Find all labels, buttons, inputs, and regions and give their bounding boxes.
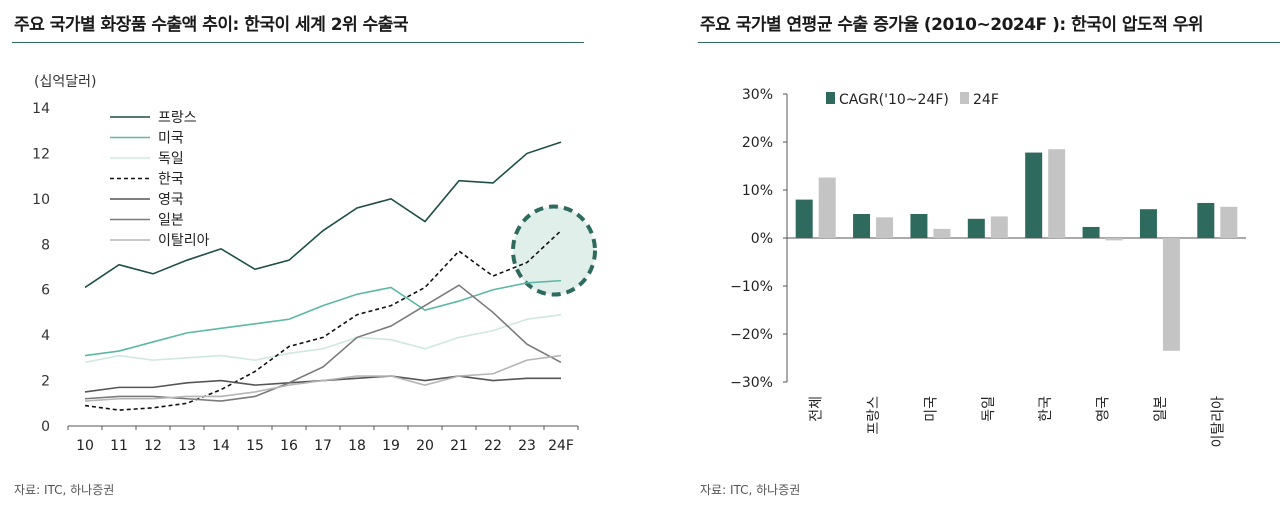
series-line-일본 <box>84 284 562 402</box>
x-category-label: 이탈리아 <box>1210 396 1226 448</box>
x-tick-label: 21 <box>450 438 468 454</box>
line-chart-panel: 주요 국가별 화장품 수출액 추이: 한국이 세계 2위 수출국 (십억달러) 0… <box>0 0 600 511</box>
x-tick-label: 11 <box>110 438 128 454</box>
bar-chart-title-rule <box>698 42 1280 43</box>
bar-미국-CAGR('10~24F) <box>910 214 928 238</box>
bar-영국-24F <box>1105 238 1123 241</box>
bar-chart-source: 자료: ITC, 하나증권 <box>700 483 801 497</box>
x-category-label: 미국 <box>923 396 939 422</box>
bar-chart-panel: 주요 국가별 연평균 수출 증가율 (2010~2024F ): 한국이 압도적… <box>690 0 1280 511</box>
bar-chart-title: 주요 국가별 연평균 수출 증가율 (2010~2024F ): 한국이 압도적… <box>700 15 1204 35</box>
y-tick-label: 6 <box>41 283 50 299</box>
x-tick-label: 12 <box>144 438 162 454</box>
y-tick-label: 2 <box>41 374 50 390</box>
legend-label: 한국 <box>158 172 184 188</box>
x-tick-label: 18 <box>348 438 366 454</box>
legend-label: 일본 <box>158 213 184 229</box>
legend-label: CAGR('10~24F) <box>839 92 949 108</box>
x-tick-label: 15 <box>246 438 264 454</box>
line-chart-title: 주요 국가별 화장품 수출액 추이: 한국이 세계 2위 수출국 <box>14 15 409 35</box>
bar-독일-CAGR('10~24F) <box>967 218 985 238</box>
x-category-label: 프랑스 <box>866 396 882 435</box>
y-tick-label: 10% <box>742 183 773 199</box>
legend-label: 독일 <box>158 151 184 167</box>
series-line-프랑스 <box>84 141 562 289</box>
legend-swatch <box>826 92 835 104</box>
x-tick-label: 22 <box>484 438 502 454</box>
x-tick-label: 14 <box>212 438 230 454</box>
bar-한국-CAGR('10~24F) <box>1025 152 1043 238</box>
bar-전체-CAGR('10~24F) <box>795 199 813 238</box>
y-tick-label: −10% <box>730 279 773 295</box>
bar-미국-24F <box>933 228 951 238</box>
x-tick-label: 17 <box>314 438 332 454</box>
bar-chart-svg: 30% 20% 10% 0% −10% −20% −30% 전체 프랑스 미국 독일 한국 영국 일본 이탈… <box>730 87 1246 448</box>
bar-일본-CAGR('10~24F) <box>1139 209 1157 238</box>
y-tick-label: −20% <box>730 327 773 343</box>
x-category-label: 한국 <box>1038 396 1054 422</box>
line-chart-source: 자료: ITC, 하나증권 <box>14 483 115 497</box>
series-line-한국 <box>84 230 562 411</box>
x-category-label: 일본 <box>1153 396 1169 422</box>
legend-label: 영국 <box>158 192 184 208</box>
y-tick-label: 20% <box>742 135 773 151</box>
bar-일본-24F <box>1162 238 1180 351</box>
line-chart-svg: (십억달러) 0 2 4 6 8 10 12 14 10 11 12 13 14 15 16 17 18 19 20 2… <box>32 74 597 454</box>
x-tick-label: 13 <box>178 438 196 454</box>
series-line-이탈리아 <box>84 354 562 402</box>
legend-label: 이탈리아 <box>158 233 210 249</box>
x-category-label: 전체 <box>809 396 825 422</box>
legend-swatch <box>960 92 969 104</box>
korea-highlight-ellipse <box>511 204 597 297</box>
bar-전체-24F <box>818 177 836 238</box>
series-line-영국 <box>84 375 561 393</box>
y-tick-label: 8 <box>41 237 50 253</box>
line-unit-label: (십억달러) <box>34 74 96 90</box>
x-tick-label: 19 <box>382 438 400 454</box>
x-category-label: 독일 <box>981 396 997 422</box>
legend-label: 24F <box>973 92 999 108</box>
bar-영국-CAGR('10~24F) <box>1082 226 1100 238</box>
bar-이탈리아-CAGR('10~24F) <box>1197 202 1215 238</box>
y-tick-label: 12 <box>32 146 50 162</box>
y-tick-label: 0% <box>751 231 773 247</box>
bar-프랑스-24F <box>876 217 894 238</box>
bar-프랑스-CAGR('10~24F) <box>853 214 871 238</box>
y-tick-label: 10 <box>32 192 50 208</box>
x-tick-label: 20 <box>416 438 434 454</box>
bar-독일-24F <box>990 216 1008 238</box>
series-line-미국 <box>84 279 562 357</box>
bar-한국-24F <box>1048 149 1066 238</box>
x-category-label: 영국 <box>1096 396 1112 422</box>
x-tick-label: 10 <box>76 438 94 454</box>
legend-label: 미국 <box>158 131 184 147</box>
x-tick-label: 23 <box>518 438 536 454</box>
legend-label: 프랑스 <box>158 110 197 126</box>
line-chart-title-rule <box>12 42 584 43</box>
y-tick-label: 4 <box>41 328 50 344</box>
y-tick-label: 0 <box>41 419 50 435</box>
bar-이탈리아-24F <box>1220 206 1238 238</box>
x-tick-label: 16 <box>280 438 298 454</box>
y-tick-label: 14 <box>32 101 50 117</box>
series-line-독일 <box>84 313 562 364</box>
x-tick-label: 24F <box>548 438 574 454</box>
y-tick-label: −30% <box>730 375 773 391</box>
y-tick-label: 30% <box>742 87 773 103</box>
